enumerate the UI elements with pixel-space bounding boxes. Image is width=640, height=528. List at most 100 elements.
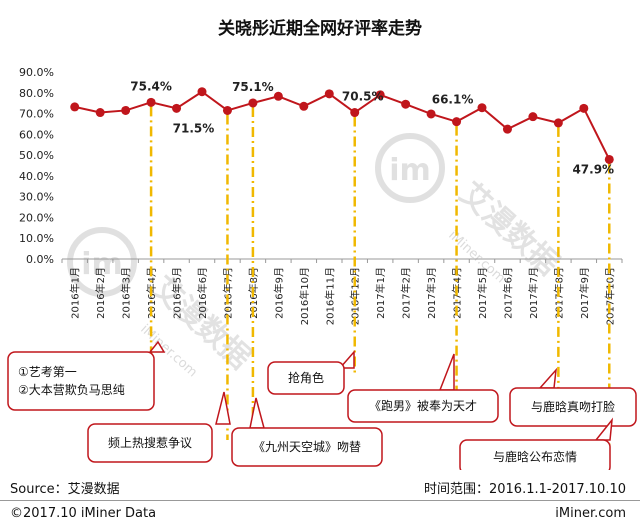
source-label: Source：艾漫数据 (10, 482, 120, 497)
callout-pointer (215, 391, 231, 425)
data-point (299, 101, 309, 111)
callout-text: 《跑男》被奉为天才 (369, 399, 477, 413)
x-tick-label: 2016年7月 (221, 267, 234, 319)
y-tick-label: 50.0% (19, 149, 54, 162)
callout-pointer (148, 340, 166, 353)
chart-svg: 关晓彤近期全网好评率走势 im im 艾漫数据 iMiner.com 艾漫数据 … (7, 18, 637, 470)
x-tick-label: 2016年6月 (196, 267, 209, 319)
x-tick-label: 2016年12月 (349, 267, 362, 325)
callout-box (231, 427, 383, 467)
y-tick-label: 80.0% (19, 87, 54, 100)
callout-text: 与鹿晗真吻打脸 (531, 399, 615, 414)
annotation-callout: 与鹿晗真吻打脸 (509, 367, 637, 427)
y-tick-label: 0.0% (26, 253, 54, 266)
watermark-logo-left: im (67, 227, 137, 297)
annotation-callout: 与鹿晗公布恋情 (459, 417, 613, 470)
x-tick-label: 2017年10月 (603, 267, 616, 325)
chart-axes: 0.0% 10.0% 20.0% 30.0% 40.0% 50.0% 60.0% 70.0% 8… (19, 66, 623, 325)
callout-text: 与鹿晗公布恋情 (493, 449, 577, 464)
annotation-callout: 频上热搜惹争议 (87, 391, 231, 463)
callout-box (7, 351, 155, 411)
data-point (172, 103, 182, 113)
callout-text: ①艺考第一 (18, 365, 77, 379)
y-tick-label: 40.0% (19, 170, 54, 183)
data-point (426, 109, 436, 119)
series-line (70, 87, 614, 164)
watermark-logo-right: im (375, 133, 445, 203)
data-label: 71.5% (173, 121, 215, 135)
series-path (74, 90, 611, 160)
annotation-callout: 《九州天空城》吻替 (231, 397, 383, 467)
data-point (70, 102, 80, 112)
x-tick-label: 2016年3月 (120, 267, 133, 319)
data-point (401, 99, 411, 109)
x-tick-label: 2017年6月 (501, 267, 514, 319)
data-point (502, 124, 512, 134)
data-point (452, 117, 462, 127)
x-tick-label: 2017年1月 (374, 267, 387, 319)
callout-text: 频上热搜惹争议 (108, 435, 192, 450)
data-point (197, 87, 207, 97)
x-tick-label: 2017年3月 (425, 267, 438, 319)
callout-text: ②大本营欺负马思纯 (18, 383, 125, 397)
callout-text: 《九州天空城》吻替 (253, 440, 361, 454)
callout-pointer (338, 350, 355, 369)
watermark-text-right: 艾漫数据 (453, 176, 566, 282)
svg-text:im: im (81, 247, 123, 282)
x-tick-label: 2016年11月 (323, 267, 336, 325)
data-point (248, 98, 258, 108)
x-tick-label: 2016年5月 (171, 267, 184, 319)
data-point (604, 154, 614, 164)
callout-box (347, 389, 499, 423)
callout-text: 抢角色 (288, 370, 324, 385)
x-tick-label: 2016年1月 (69, 267, 82, 319)
x-tick-label: 2017年7月 (527, 267, 540, 319)
footer-divider (0, 500, 640, 501)
copyright-label: ©2017.10 iMiner Data (10, 506, 157, 521)
x-tick-label: 2017年9月 (578, 267, 591, 319)
time-range-label: 时间范围：2016.1.1-2017.10.10 (423, 482, 626, 497)
data-point (324, 89, 334, 99)
callout-pointer (538, 367, 558, 389)
data-point (273, 91, 283, 101)
data-label: 66.1% (432, 93, 474, 107)
data-point (375, 90, 385, 100)
x-tick-label: 2016年10月 (298, 267, 311, 325)
callout-box (509, 387, 637, 427)
x-tick-label: 2017年2月 (400, 267, 413, 319)
data-point (528, 112, 538, 122)
x-tick-label: 2016年2月 (94, 267, 107, 319)
callout-pointer (438, 353, 455, 391)
data-labels: 75.4% 71.5% 75.1% 70.5% 66.1% 47.9% (130, 79, 614, 176)
data-point (121, 105, 131, 115)
annotation-callout: ①艺考第一 ②大本营欺负马思纯 (7, 340, 166, 411)
callout-box (459, 439, 611, 470)
data-point (553, 118, 563, 128)
data-point (95, 108, 105, 118)
callout-box (87, 423, 213, 463)
svg-text:im: im (389, 153, 431, 188)
x-tick-label: 2016年9月 (272, 267, 285, 319)
data-point (146, 97, 156, 107)
y-tick-label: 90.0% (19, 66, 54, 79)
data-label: 47.9% (572, 162, 614, 176)
data-label: 75.1% (232, 80, 274, 94)
callout-box (267, 361, 345, 395)
y-tick-label: 60.0% (19, 128, 54, 141)
site-label: iMiner.com (555, 506, 626, 521)
annotation-callout: 抢角色 (267, 350, 355, 395)
y-tick-label: 10.0% (19, 232, 54, 245)
chart-title: 关晓彤近期全网好评率走势 (218, 18, 422, 39)
data-point (350, 108, 360, 118)
data-label: 70.5% (342, 90, 384, 104)
data-point (579, 103, 589, 113)
y-tick-label: 30.0% (19, 191, 54, 204)
annotation-callout: 《跑男》被奉为天才 (347, 353, 499, 423)
y-tick-label: 20.0% (19, 211, 54, 224)
data-point (222, 105, 232, 115)
x-tick-label: 2017年5月 (476, 267, 489, 319)
data-point (477, 103, 487, 113)
y-tick-label: 70.0% (19, 108, 54, 121)
data-label: 75.4% (130, 79, 172, 93)
